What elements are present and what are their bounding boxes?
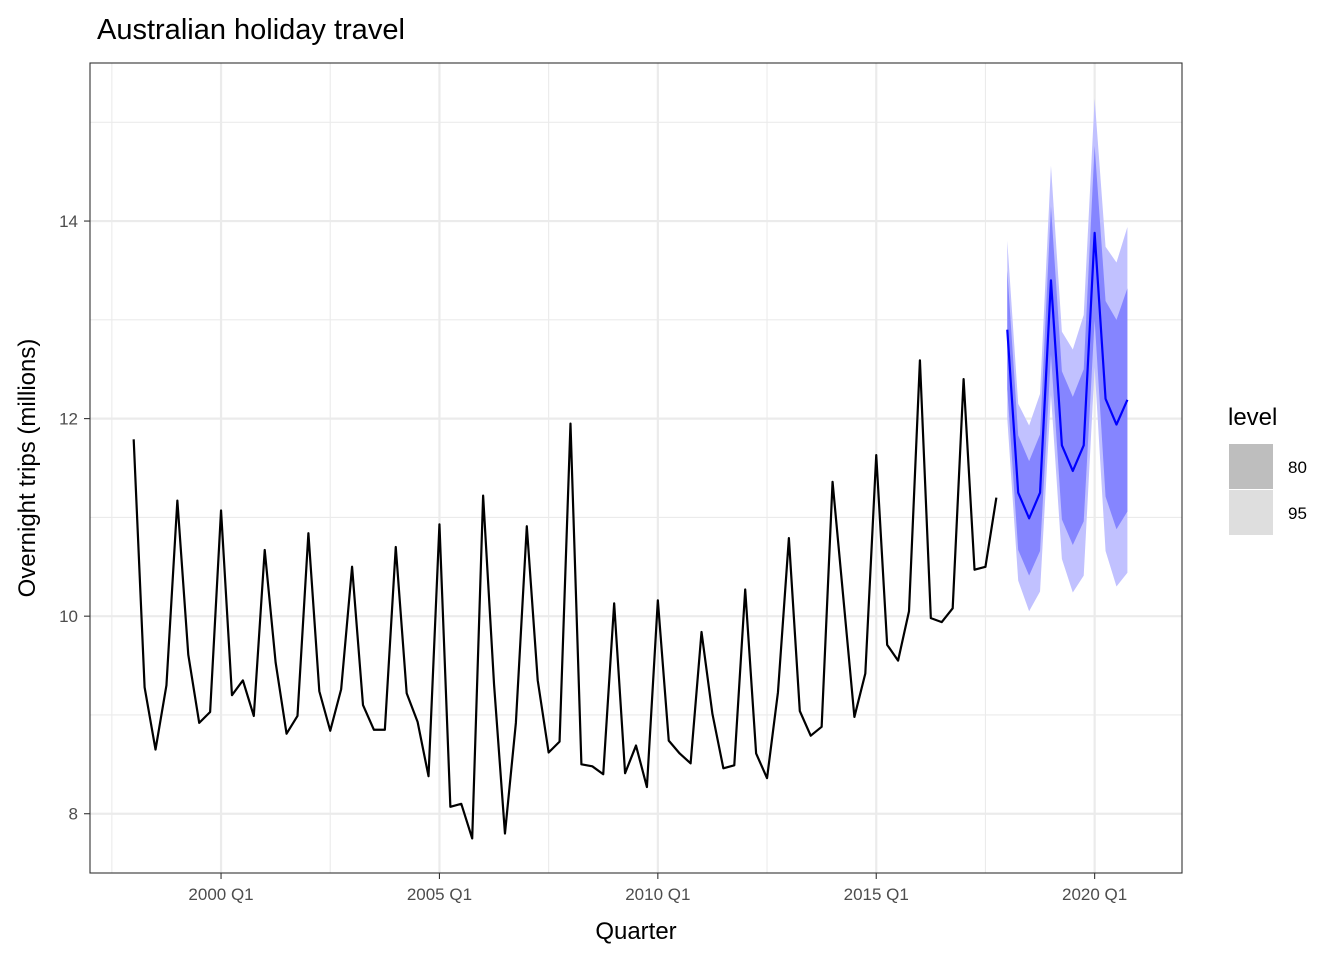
history-line [132, 359, 998, 840]
legend-label-80: 80 [1288, 458, 1307, 477]
band-80 [1007, 145, 1128, 576]
y-tick-label-3: 14 [59, 212, 78, 231]
chart-title: Australian holiday travel [97, 14, 405, 46]
forecast-intervals [1007, 98, 1128, 612]
x-tick-label-3: 2015 Q1 [844, 885, 909, 904]
y-axis: 8 10 12 14 [59, 212, 90, 824]
legend-title: level [1228, 404, 1277, 431]
minor-gridlines [90, 63, 1182, 873]
x-axis: 2000 Q1 2005 Q1 2010 Q1 2015 Q1 2020 Q1 [188, 873, 1127, 904]
y-tick-label-1: 10 [59, 607, 78, 626]
legend: level 80 95 [1228, 404, 1307, 535]
forecast-mean-line [1006, 231, 1129, 520]
x-tick-label-0: 2000 Q1 [188, 885, 253, 904]
legend-key-95 [1229, 490, 1273, 535]
plot-panel-border [89, 62, 1183, 874]
plot-panel [90, 63, 1182, 873]
x-tick-label-1: 2005 Q1 [407, 885, 472, 904]
x-tick-label-4: 2020 Q1 [1062, 885, 1127, 904]
y-tick-label-2: 12 [59, 410, 78, 429]
y-tick-label-0: 8 [69, 805, 78, 824]
x-axis-title: Quarter [595, 918, 676, 945]
y-axis-title: Overnight trips (millions) [14, 339, 41, 598]
series-lines [132, 231, 1129, 840]
legend-label-95: 95 [1288, 504, 1307, 523]
legend-key-80 [1229, 444, 1273, 489]
x-tick-label-2: 2010 Q1 [625, 885, 690, 904]
